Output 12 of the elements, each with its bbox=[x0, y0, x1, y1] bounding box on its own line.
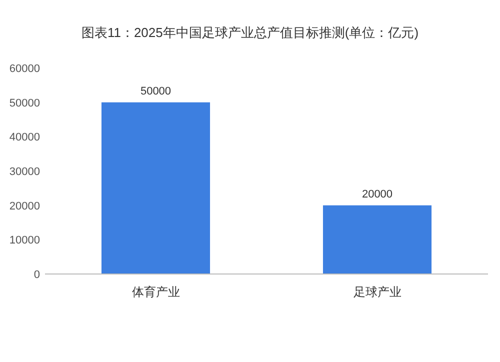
y-tick-label: 30000 bbox=[9, 166, 40, 178]
y-tick-label: 60000 bbox=[9, 63, 40, 75]
data-label: 50000 bbox=[140, 85, 172, 98]
y-tick-label: 20000 bbox=[9, 200, 40, 212]
x-tick-label: 足球产业 bbox=[353, 285, 402, 299]
y-tick-label: 50000 bbox=[9, 97, 40, 110]
y-tick-label: 10000 bbox=[9, 234, 40, 247]
y-tick-label: 0 bbox=[34, 269, 40, 281]
chart-title: 图表11：2025年中国足球产业总产值目标推测(单位：亿元) bbox=[81, 25, 419, 40]
x-tick-label: 体育产业 bbox=[132, 285, 180, 299]
y-tick-label: 40000 bbox=[9, 132, 40, 144]
data-label: 20000 bbox=[362, 188, 393, 200]
